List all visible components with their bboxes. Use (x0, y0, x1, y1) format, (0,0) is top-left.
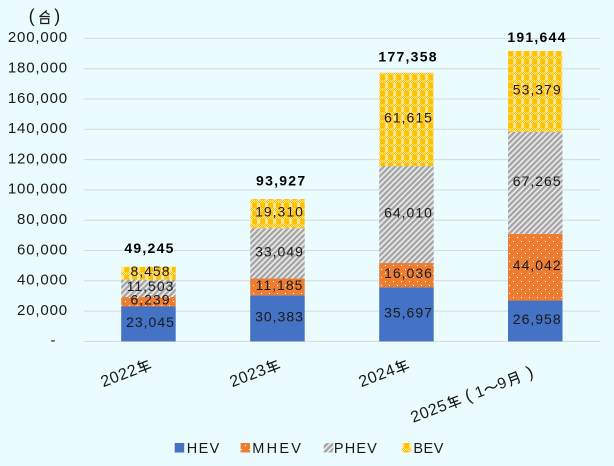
svg-text:BEV: BEV (413, 441, 444, 457)
svg-text:80,000: 80,000 (17, 211, 68, 228)
svg-text:MHEV: MHEV (252, 441, 303, 457)
svg-text:100,000: 100,000 (8, 181, 68, 198)
svg-text:-: - (51, 332, 56, 349)
svg-text:191,644: 191,644 (507, 29, 566, 45)
svg-text:180,000: 180,000 (8, 60, 68, 77)
svg-text:40,000: 40,000 (17, 272, 68, 289)
svg-text:44,042: 44,042 (513, 257, 562, 273)
svg-text:19,310: 19,310 (255, 204, 304, 220)
svg-text:30,383: 30,383 (255, 308, 304, 324)
svg-text:11,503: 11,503 (127, 278, 175, 294)
svg-text:61,615: 61,615 (384, 109, 433, 125)
svg-text:20,000: 20,000 (17, 302, 68, 319)
svg-text:53,379: 53,379 (513, 81, 562, 97)
svg-text:23,045: 23,045 (126, 314, 175, 330)
svg-text:120,000: 120,000 (8, 150, 68, 167)
svg-text:93,927: 93,927 (256, 172, 306, 188)
svg-text:140,000: 140,000 (8, 120, 68, 137)
svg-text:16,036: 16,036 (384, 265, 433, 281)
svg-text:177,358: 177,358 (378, 49, 437, 65)
svg-text:8,458: 8,458 (130, 263, 170, 279)
svg-text:(: ( (29, 6, 35, 26)
svg-text:33,049: 33,049 (255, 243, 304, 259)
svg-text:HEV: HEV (187, 441, 221, 457)
svg-text:PHEV: PHEV (334, 441, 378, 457)
svg-text:6,239: 6,239 (130, 292, 170, 308)
svg-text:64,010: 64,010 (384, 204, 433, 220)
svg-text:11,185: 11,185 (256, 277, 304, 293)
svg-text:26,958: 26,958 (513, 311, 562, 327)
svg-text:60,000: 60,000 (17, 241, 68, 258)
svg-text:35,697: 35,697 (384, 304, 433, 320)
svg-text:49,245: 49,245 (124, 240, 174, 256)
svg-text:200,000: 200,000 (8, 29, 68, 46)
svg-text:): ) (54, 6, 60, 26)
svg-text:67,265: 67,265 (513, 173, 562, 189)
svg-text:160,000: 160,000 (8, 90, 68, 107)
